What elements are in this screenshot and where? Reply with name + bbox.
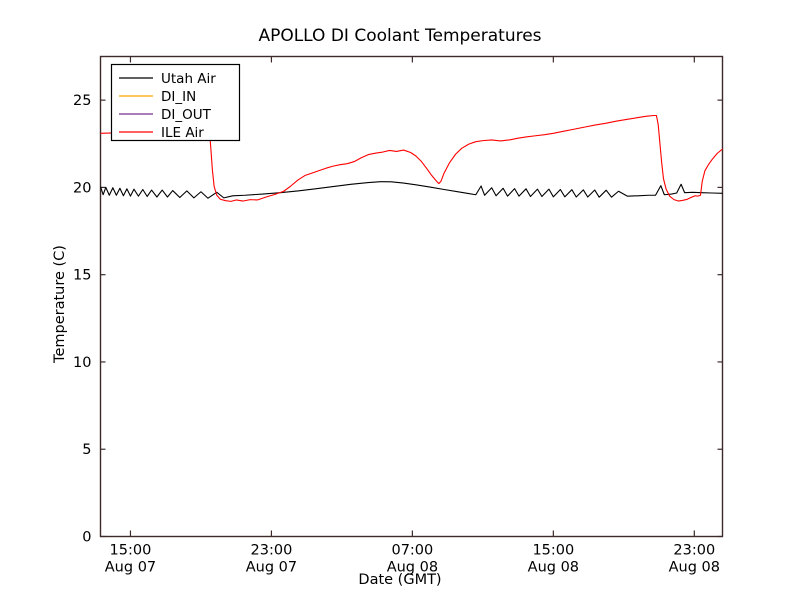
- chart-legend[interactable]: Utah Air DI_IN DI_OUT ILE Air: [110, 63, 241, 142]
- legend-box: [110, 63, 241, 142]
- y-tick-label: 0: [82, 530, 91, 546]
- y-tick-label: 20: [73, 180, 91, 196]
- series-line-utah-air: [100, 181, 723, 199]
- y-tick-label: 10: [73, 355, 91, 371]
- chart-title: APOLLO DI Coolant Temperatures: [258, 26, 542, 46]
- x-tick-label-date: Aug 07: [246, 560, 297, 576]
- x-tick-label-date: Aug 08: [669, 560, 720, 576]
- y-axis-label: Temperature (C): [52, 245, 68, 363]
- y-tick-label: 5: [82, 442, 91, 458]
- x-tick-label-time: 07:00: [391, 543, 433, 559]
- x-tick-label-time: 15:00: [532, 543, 574, 559]
- legend-label-di-in[interactable]: DI_IN: [161, 89, 196, 105]
- legend-label-ile-air[interactable]: ILE Air: [161, 125, 204, 141]
- x-tick-label-time: 23:00: [673, 543, 715, 559]
- x-tick-label-date: Aug 08: [528, 560, 579, 576]
- legend-label-utah-air[interactable]: Utah Air: [161, 71, 216, 87]
- y-axis-ticks: 0 5 10 15 20 25: [73, 93, 723, 546]
- legend-label-di-out[interactable]: DI_OUT: [161, 107, 212, 123]
- series-line-ile-air: [100, 114, 723, 202]
- x-axis-label: Date (GMT): [358, 572, 442, 588]
- x-tick-label-time: 15:00: [110, 543, 152, 559]
- y-tick-label: 15: [73, 268, 91, 284]
- y-tick-label: 25: [73, 93, 91, 109]
- x-tick-label-date: Aug 07: [105, 560, 156, 576]
- series-lines: [100, 114, 723, 202]
- x-tick-label-time: 23:00: [251, 543, 293, 559]
- x-tick-label-date: Aug 08: [387, 560, 438, 576]
